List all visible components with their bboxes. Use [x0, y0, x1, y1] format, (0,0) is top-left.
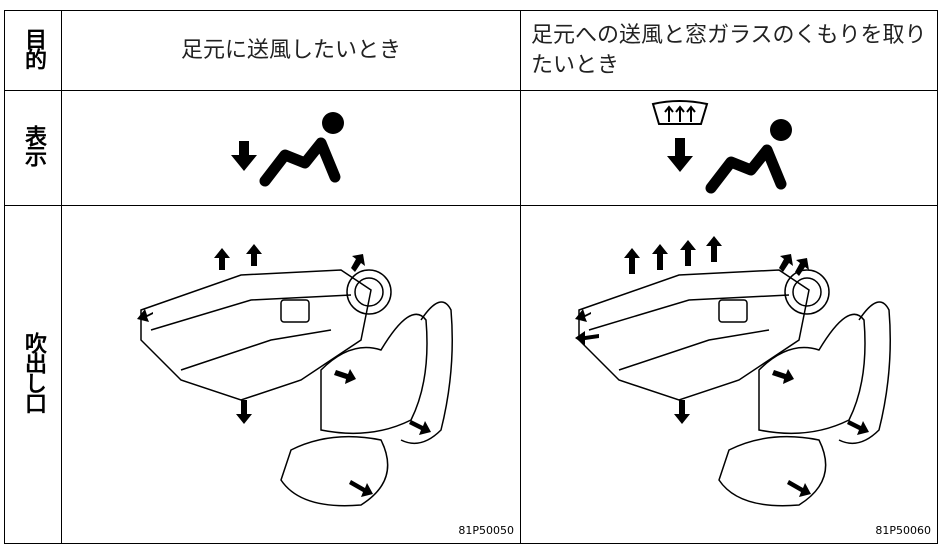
interior-illustration — [137, 243, 453, 506]
row-label: 吹出し口 — [4, 205, 62, 544]
row-outlets: 吹出し口 81P50050 81P50060 — [4, 205, 938, 544]
cell — [520, 90, 938, 206]
label-text: 表示 — [21, 125, 46, 165]
row-label: 表示 — [4, 90, 62, 206]
cell: 81P50060 — [520, 205, 938, 544]
label-text: 目的 — [21, 27, 46, 68]
airflow-table: 目的 足元に送風したいとき 足元への送風と窓ガラスのくもりを取りたいとき 表示 … — [4, 10, 938, 544]
image-code: 81P50050 — [458, 524, 514, 537]
row-purpose: 目的 足元に送風したいとき 足元への送風と窓ガラスのくもりを取りたいとき — [4, 10, 938, 91]
image-code: 81P50060 — [875, 524, 931, 537]
row-label: 目的 — [4, 10, 62, 91]
foot-defrost-icon — [651, 100, 792, 194]
label-text: 吹出し口 — [21, 331, 46, 412]
cell — [61, 90, 521, 206]
foot-mode-icon — [231, 112, 344, 187]
cell: 足元への送風と窓ガラスのくもりを取りたいとき — [520, 10, 938, 91]
row-display: 表示 — [4, 90, 938, 206]
cell: 足元に送風したいとき — [61, 10, 521, 91]
interior-illustration — [575, 235, 891, 506]
cell: 81P50050 — [61, 205, 521, 544]
